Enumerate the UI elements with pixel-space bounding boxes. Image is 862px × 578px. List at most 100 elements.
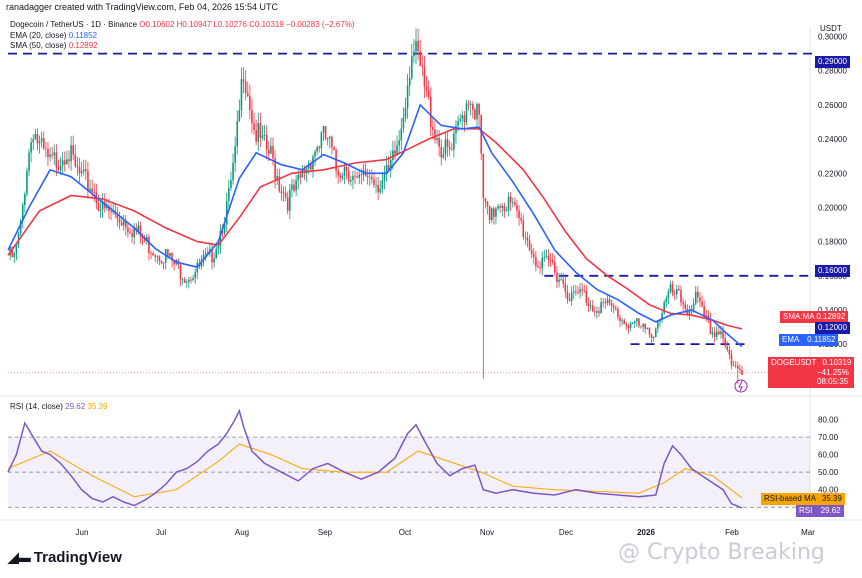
candle-body <box>495 208 497 217</box>
level-tag-120[interactable]: 0.12000 <box>815 322 850 334</box>
candle-body <box>625 324 628 326</box>
candle-body <box>253 123 255 131</box>
candle-body <box>242 79 245 82</box>
candle-body <box>566 291 569 300</box>
ema-tag[interactable]: EMA 0.11852 <box>779 334 839 346</box>
candle-body <box>709 318 712 335</box>
last-price-value: 0.10319 <box>822 358 852 367</box>
candle-body <box>581 289 583 291</box>
rsi-line[interactable] <box>7 408 743 509</box>
candle-body <box>360 174 363 176</box>
ema20-line[interactable] <box>7 103 743 348</box>
rsi-legend-label: RSI (14, close) <box>10 402 63 411</box>
candle-body <box>272 146 274 159</box>
candle-body <box>116 213 119 219</box>
candle-body <box>631 323 634 324</box>
candle-body <box>70 145 72 162</box>
candle-body <box>156 256 159 258</box>
candle-body <box>356 176 358 178</box>
candle-body <box>162 262 165 264</box>
candlestick-series[interactable] <box>9 28 743 385</box>
candle-body <box>213 258 215 263</box>
sma50-line[interactable] <box>7 128 743 330</box>
time-tick-label: Dec <box>559 528 573 537</box>
candle-body <box>444 139 447 155</box>
candle-body <box>108 206 110 212</box>
candle-body <box>539 267 541 269</box>
tradingview-logo[interactable]: ◢▬ TradingView <box>8 549 122 566</box>
candle-body <box>532 254 535 258</box>
price-tick-label: 0.30000 <box>818 33 847 42</box>
candle-body <box>87 171 89 192</box>
candle-body <box>707 315 710 319</box>
rsi-tag[interactable]: RSI 29.62 <box>796 505 844 517</box>
candle-body <box>183 279 186 283</box>
candle-body <box>293 184 295 191</box>
ema-tag-label: EMA <box>782 335 799 344</box>
candle-body <box>345 166 348 171</box>
candle-body <box>366 175 369 177</box>
candle-body <box>78 167 81 174</box>
time-tick-label: Sep <box>318 528 333 537</box>
time-tick-label: Nov <box>480 528 494 537</box>
candle-body <box>516 204 518 211</box>
sma-legend[interactable]: SMA (50, close) 0.12892 <box>10 41 355 52</box>
ema-legend[interactable]: EMA (20, close) 0.11852 <box>10 31 355 42</box>
candle-body <box>154 255 157 257</box>
time-axis[interactable]: Jun Jul Aug Sep Oct Nov Dec 2026 Feb Mar <box>76 528 816 537</box>
candle-body <box>301 169 304 178</box>
candle-body <box>429 97 432 127</box>
sma-tag[interactable]: SMA:MA 0.12892 <box>780 311 849 323</box>
candle-body <box>636 318 638 322</box>
time-tick-label: Mar <box>801 528 815 537</box>
candle-body <box>383 174 386 181</box>
candle-body <box>202 254 205 260</box>
rsi-tick-label: 60.00 <box>818 451 839 460</box>
candle-body <box>699 297 701 302</box>
candle-body <box>463 115 466 122</box>
candle-body <box>415 40 417 52</box>
candle-body <box>280 191 283 194</box>
alert-icon[interactable] <box>734 379 748 393</box>
candle-body <box>715 331 718 337</box>
candle-body <box>556 272 558 282</box>
price-tick-label: 0.14000 <box>818 306 847 315</box>
candle-body <box>705 315 708 317</box>
candle-body <box>61 160 64 166</box>
candle-body <box>621 320 623 322</box>
level-tag-290[interactable]: 0.29000 <box>815 56 850 68</box>
candle-body <box>545 256 548 258</box>
candle-body <box>558 279 560 282</box>
candle-body <box>604 302 607 304</box>
price-tick-label: 0.22000 <box>818 169 847 178</box>
level-tag-160[interactable]: 0.16000 <box>815 265 850 277</box>
time-tick-label: Aug <box>235 528 249 537</box>
candle-body <box>392 150 394 160</box>
candle-body <box>42 138 45 149</box>
candle-body <box>246 92 249 96</box>
candle-body <box>646 327 649 329</box>
candle-body <box>68 159 70 162</box>
rsi-ma-tag-label: RSI-based MA <box>764 494 816 503</box>
candle-body <box>623 320 626 325</box>
countdown: 08:05:35 <box>817 377 849 386</box>
rsi-legend[interactable]: RSI (14, close) 29.62 35.39 <box>10 402 107 411</box>
rsi-tick-label: 40.00 <box>818 486 839 495</box>
last-price-tag[interactable]: DOGEUSDT 0.10319 −41.25% 08:05:35 <box>768 357 855 388</box>
candle-body <box>278 176 281 192</box>
candle-body <box>642 323 644 327</box>
candle-body <box>678 289 680 290</box>
candle-body <box>457 121 459 126</box>
candle-body <box>627 325 630 329</box>
symbol-name[interactable]: Dogecoin / TetherUS · 1D · Binance <box>10 20 138 29</box>
candle-body <box>137 225 140 232</box>
candle-body <box>299 174 302 178</box>
candle-body <box>259 123 262 138</box>
candle-body <box>718 331 720 335</box>
ema-legend-label: EMA (20, close) <box>10 30 67 40</box>
candle-body <box>373 179 375 185</box>
horizontal-levels[interactable] <box>8 52 812 374</box>
rsi-ma-tag[interactable]: RSI-based MA 35.39 <box>761 493 845 505</box>
